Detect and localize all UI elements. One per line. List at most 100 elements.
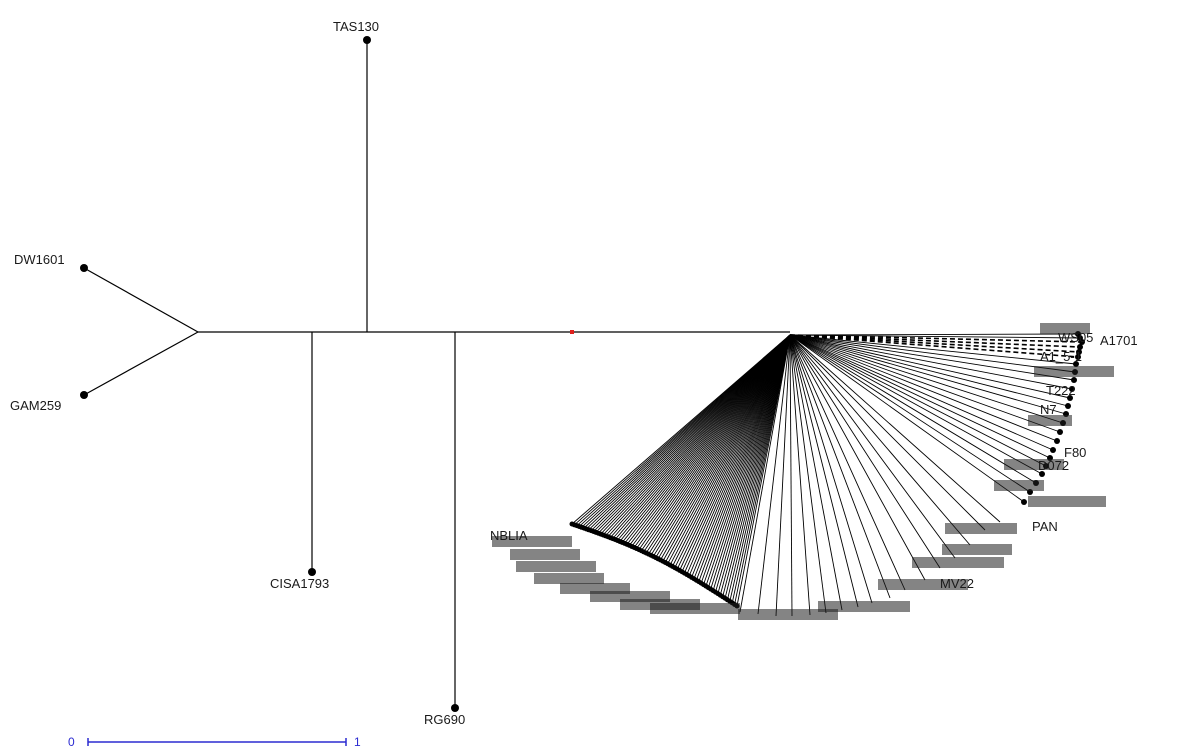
label-fan-upper-overlap: [1028, 415, 1072, 426]
side-branches: TAS130 CISA1793 RG690: [270, 19, 465, 727]
branch-fan-lower: [789, 334, 891, 599]
branch-fan-left: [717, 334, 791, 594]
tip-fan-upper: [1077, 344, 1083, 350]
label-fan-left-overlap: [510, 549, 580, 560]
tip-fan-upper: [1065, 403, 1071, 409]
label-t222: T222: [1046, 383, 1076, 398]
tip-gam259: [80, 391, 88, 399]
right-clade-fan: [492, 323, 1114, 620]
branch-fan-left: [674, 334, 791, 568]
branch-gam259: [83, 331, 199, 396]
branch-fan-left: [693, 334, 791, 579]
branch-fan-upper: [789, 334, 1043, 475]
branch-fan-left: [698, 334, 791, 582]
label-mv22: MV22: [940, 576, 974, 591]
branch-fan-upper: [789, 333, 1079, 336]
branch-fan-lower: [789, 334, 906, 591]
branch-fan-left: [710, 334, 791, 590]
label-tas130: TAS130: [333, 19, 379, 34]
backbone: [198, 330, 790, 334]
branch-fan-lower: [789, 334, 793, 617]
branch-fan-upper: [789, 334, 1047, 467]
branch-fan-upper: [789, 334, 1069, 407]
branch-fan-left: [683, 334, 791, 574]
branch-fan-upper: [789, 334, 1077, 365]
tip-fan-upper: [1079, 339, 1085, 345]
label-fan-upper-overlap: [1028, 496, 1106, 507]
branch-fan-upper: [789, 334, 1083, 343]
branch-fan-lower: [789, 334, 986, 531]
label-ws05: WS05: [1058, 330, 1093, 345]
root-marker: [570, 330, 574, 334]
tip-fan-upper: [1057, 429, 1063, 435]
branch-fan-left: [705, 334, 791, 587]
label-fan-left-overlap: [590, 591, 670, 602]
branch-fan-lower: [789, 334, 873, 604]
tip-tas130: [363, 36, 371, 44]
label-gam259: GAM259: [10, 398, 61, 413]
label-fan-lower-overlap: [878, 579, 968, 590]
left-clade: DW1601 GAM259: [10, 252, 199, 413]
branch-fan-upper: [789, 334, 1080, 353]
branch-fan-left: [686, 334, 791, 575]
tip-fan-upper: [1076, 349, 1082, 355]
branch-dw1601: [83, 267, 199, 333]
branch-fan-upper: [789, 334, 1037, 484]
branch-fan-upper: [789, 334, 1081, 348]
tip-fan-upper: [1073, 361, 1079, 367]
label-dw1601: DW1601: [14, 252, 65, 267]
tip-fan-upper: [1067, 395, 1073, 401]
branch-fan-upper: [789, 334, 1064, 424]
branch-fan-upper: [789, 334, 1025, 503]
label-fan-left-overlap: [650, 603, 740, 614]
tip-fan-upper: [1021, 499, 1027, 505]
branch-fan-lower: [789, 334, 859, 608]
branch-fan-left: [736, 334, 791, 607]
tip-fan-upper: [1069, 386, 1075, 392]
label-fan-upper-overlap: [994, 480, 1044, 491]
branch-fan-upper: [789, 334, 1054, 451]
branch-fan-upper: [789, 334, 1073, 390]
tip-fan-upper: [1050, 447, 1056, 453]
branch-fan-lower: [789, 334, 811, 616]
branch-fan-upper: [789, 334, 1071, 399]
label-rg690: RG690: [424, 712, 465, 727]
label-fan-left-overlap: [560, 583, 630, 594]
branch-fan-left: [681, 334, 791, 572]
label-fan-left-overlap: [492, 536, 572, 547]
branch-fan-lower: [789, 334, 1001, 523]
branch-fan-left: [669, 334, 791, 566]
label-fan-lower-overlap: [738, 609, 838, 620]
branch-fan-upper: [789, 334, 1031, 493]
branch-fan-lower: [789, 334, 941, 569]
label-a1701: A1701: [1100, 333, 1138, 348]
branch-fan-upper: [789, 334, 1075, 381]
branch-fan-lower: [757, 334, 791, 615]
label-nblia: NBLIA: [490, 528, 528, 543]
branch-fan-lower: [775, 334, 791, 617]
label-pan: PAN: [1032, 519, 1058, 534]
label-fan-upper-overlap: [1004, 459, 1064, 470]
branch-fan-left: [667, 334, 791, 564]
branch-fan-lower: [789, 334, 926, 581]
label-cisa1793: CISA1793: [270, 576, 329, 591]
label-fan-lower-overlap: [945, 523, 1017, 534]
branch-fan-left: [676, 334, 791, 570]
tip-rg690: [451, 704, 459, 712]
branch-fan-left: [700, 334, 791, 584]
right-clade-labels: A1701 A1_5-1 WS05 T222 N7 F80 D072 PAN N…: [490, 330, 1138, 591]
scale-min-label: 0: [68, 735, 75, 747]
branch-fan-upper: [789, 334, 1079, 358]
scale-max-label: 1: [354, 735, 361, 747]
label-fan-lower-overlap: [912, 557, 1004, 568]
tip-dw1601: [80, 264, 88, 272]
label-n7: N7: [1040, 402, 1057, 417]
tip-fan-upper: [1054, 438, 1060, 444]
branch-fan-left: [695, 334, 791, 581]
branch-fan-left: [707, 334, 791, 588]
tip-fan-upper: [1075, 354, 1081, 360]
tip-fan-upper: [1071, 377, 1077, 383]
branch-fan-left: [712, 334, 791, 591]
label-fan-left-overlap: [516, 561, 596, 572]
